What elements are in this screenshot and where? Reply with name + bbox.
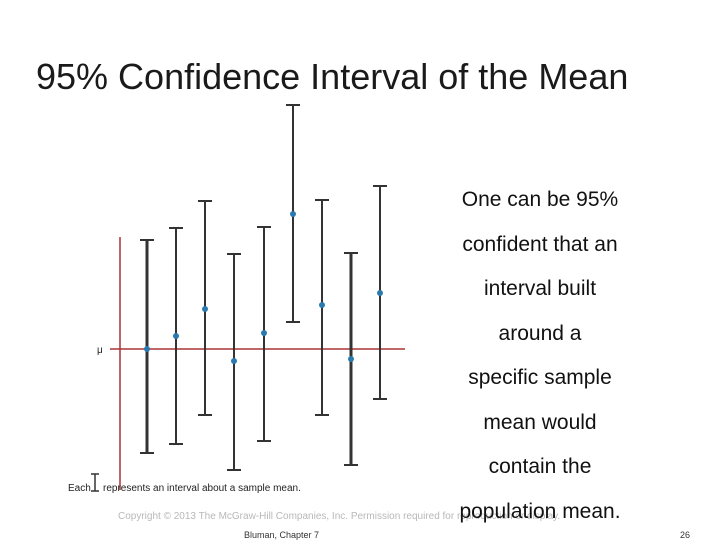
intervals bbox=[110, 104, 405, 490]
interval-part bbox=[144, 346, 150, 352]
body-line: around a bbox=[498, 321, 582, 345]
interval-part bbox=[377, 290, 383, 296]
caption-icon bbox=[91, 473, 99, 492]
page-number: 26 bbox=[680, 530, 690, 540]
body-line: mean would bbox=[483, 410, 597, 434]
body-text: One can be 95% confident that an interval … bbox=[430, 178, 650, 534]
mu-label: μ bbox=[97, 345, 103, 356]
body-line: population mean. bbox=[459, 499, 621, 523]
body-line: contain the bbox=[488, 455, 592, 478]
interval-part bbox=[261, 330, 267, 336]
footer: Bluman, Chapter 7 bbox=[244, 530, 319, 540]
body-line: specific sample bbox=[468, 366, 612, 389]
body-line: interval built bbox=[483, 277, 597, 300]
interval-part bbox=[173, 333, 179, 339]
body-line: One can be 95% bbox=[461, 188, 619, 211]
interval-part bbox=[231, 358, 237, 364]
caption-start: Each bbox=[68, 483, 91, 494]
slide-title: 95% Confidence Interval of the Mean bbox=[36, 56, 629, 97]
body-line: confident that an bbox=[462, 232, 618, 256]
interval-part bbox=[290, 211, 296, 217]
interval-part bbox=[348, 356, 354, 362]
caption-end: represents an interval about a sample me… bbox=[103, 483, 301, 494]
interval-part bbox=[202, 306, 208, 312]
copyright: Copyright © 2013 The McGraw-Hill Compani… bbox=[118, 511, 560, 522]
interval-part bbox=[319, 302, 325, 308]
